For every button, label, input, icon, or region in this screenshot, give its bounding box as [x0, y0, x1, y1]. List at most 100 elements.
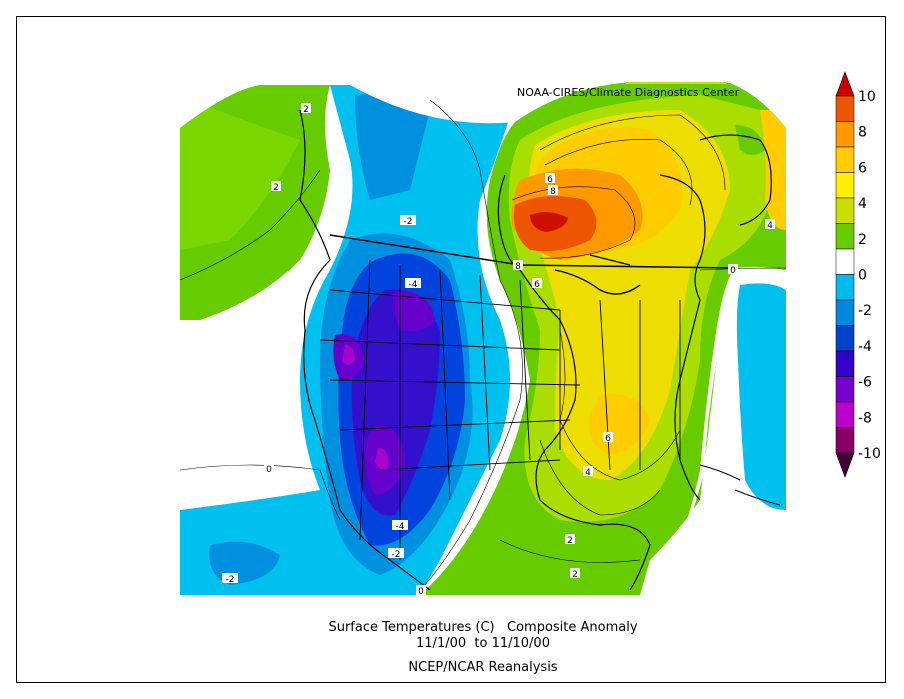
colorbar-level-label: 2: [858, 232, 867, 248]
region-az-purple: [375, 448, 389, 470]
colorbar-bottom-arrow: [835, 452, 855, 478]
caption-title: Surface Temperatures (C) Composite Anoma…: [328, 620, 638, 635]
contour-label: 0: [728, 264, 738, 276]
svg-text:2: 2: [567, 536, 573, 546]
svg-text:2: 2: [572, 570, 578, 580]
svg-text:-4: -4: [396, 522, 405, 532]
contour-label: -4: [405, 278, 421, 290]
contour-label: 0: [416, 585, 426, 597]
svg-text:6: 6: [534, 280, 540, 290]
contour-label: 4: [765, 219, 775, 231]
colorbar-level-label: -6: [858, 375, 872, 391]
coastlines: [299, 109, 781, 591]
contour-line: [179, 169, 321, 281]
colorbar-level-label: -2: [858, 303, 872, 319]
colorbar-swatch: [835, 146, 855, 173]
colorbar: 10 8 6 4 2 0 -2 -4 -6 -8 -10: [835, 71, 881, 478]
caribbean-islands: [699, 464, 781, 506]
svg-text:0: 0: [418, 587, 424, 597]
colorbar-level-label: 0: [858, 268, 867, 284]
colorbar-level-label: 10: [858, 89, 876, 105]
colorbar-swatch: [835, 401, 855, 428]
contour-line: [539, 439, 661, 516]
credit-underline: [625, 82, 727, 84]
contour-label: 6: [532, 278, 542, 290]
contour-label: -2: [388, 548, 404, 560]
colorbar-level-label: 6: [858, 160, 867, 176]
caption-dates: 11/1/00 to 11/10/00: [416, 636, 550, 651]
contour-line: [499, 539, 641, 563]
region-atlantic-white: [660, 266, 786, 595]
colorbar-level-label: -8: [858, 410, 872, 426]
colorbar-swatch: [835, 248, 855, 275]
colorbar-top-arrow: [835, 71, 855, 97]
credit-label: NOAA-CIRES/Climate Diagnostics Center: [517, 86, 740, 99]
colorbar-level-label: -4: [858, 339, 872, 355]
contour-label: 8: [548, 185, 558, 197]
colorbar-swatch: [835, 121, 855, 148]
contour-label: 8: [513, 260, 523, 272]
contour-label: 0: [264, 463, 274, 475]
svg-text:-4: -4: [409, 280, 418, 290]
svg-text:4: 4: [585, 468, 591, 478]
colorbar-swatch: [835, 172, 855, 199]
svg-text:-2: -2: [404, 217, 413, 227]
contour-label: 2: [271, 181, 281, 193]
contour-label: 2: [570, 568, 580, 580]
svg-text:0: 0: [730, 266, 736, 276]
svg-text:8: 8: [550, 187, 556, 197]
colorbar-swatch: [835, 95, 855, 122]
svg-text:6: 6: [547, 175, 553, 185]
contour-line: [179, 464, 341, 521]
region-mt-violet: [393, 290, 435, 332]
contour-line: [419, 99, 523, 591]
state-lines-h: [319, 289, 581, 471]
contour-label: 4: [583, 466, 593, 478]
contour-label: 2: [565, 534, 575, 546]
colorbar-level-label: -10: [858, 446, 881, 462]
contour-label: -2: [222, 573, 238, 585]
contour-label: 6: [545, 173, 555, 185]
colorbar-swatch: [835, 427, 855, 454]
caption-source: NCEP/NCAR Reanalysis: [408, 660, 558, 675]
svg-text:4: 4: [767, 221, 773, 231]
colorbar-level-label: 8: [858, 125, 867, 141]
region-or-purple: [342, 345, 355, 365]
colorbar-swatch: [835, 325, 855, 352]
colorbar-swatch: [835, 274, 855, 301]
contour-label: -2: [400, 215, 416, 227]
state-lines-v: [359, 259, 681, 560]
contour-label: 2: [301, 103, 311, 115]
colorbar-swatch: [835, 299, 855, 326]
contour-labels: 2 2 -2 -4 -4 -2 -2 0 0 6 8 8 6 4 0 6 4 2…: [222, 103, 775, 597]
svg-text:6: 6: [605, 434, 611, 444]
svg-text:8: 8: [515, 262, 521, 272]
contour-label: -4: [392, 520, 408, 532]
svg-text:-2: -2: [392, 550, 401, 560]
contour-line: [544, 139, 693, 206]
svg-text:2: 2: [303, 105, 309, 115]
labrador-coastline: [699, 134, 772, 226]
contour-line: [559, 329, 681, 481]
svg-text:2: 2: [273, 183, 279, 193]
colorbar-swatch: [835, 223, 855, 250]
region-bc-midblue: [355, 94, 430, 200]
region-quebec-yelloworange: [760, 110, 786, 230]
colorbar-swatch: [835, 350, 855, 377]
region-atlantic-lightblue: [736, 283, 786, 510]
filled-contours: [180, 83, 786, 595]
colorbar-level-label: 4: [858, 196, 867, 212]
region-labrador-green: [735, 125, 765, 155]
east-coastline: [497, 174, 651, 591]
contour-line: [539, 114, 726, 191]
contour-label: 6: [603, 432, 613, 444]
region-nw-lightgreen: [180, 95, 300, 250]
svg-text:-2: -2: [226, 575, 235, 585]
region-ont-darkred: [530, 212, 568, 232]
colorbar-swatch: [835, 376, 855, 403]
west-coastline: [299, 109, 431, 591]
great-lakes: [554, 254, 641, 295]
colorbar-swatch: [835, 197, 855, 224]
contour-lines: [179, 99, 787, 591]
